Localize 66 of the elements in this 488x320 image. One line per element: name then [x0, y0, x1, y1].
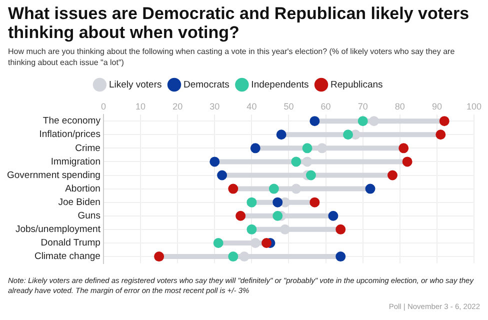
point	[306, 170, 316, 180]
point	[246, 224, 257, 234]
chart-subtitle: How much are you thinking about the following when casting a vote in this year's election? (% of likely voters who say they are thinking about each issue "a lot")	[8, 46, 456, 68]
legend-label: Democrats	[184, 79, 230, 90]
legend-label: Independents	[251, 79, 310, 90]
legend-label: Republicans	[330, 79, 384, 90]
point	[310, 116, 320, 126]
point	[250, 143, 260, 154]
point	[365, 184, 376, 194]
point	[236, 210, 246, 221]
point	[310, 197, 320, 208]
point	[262, 238, 272, 248]
point	[280, 224, 290, 234]
point	[336, 252, 346, 262]
x-tick-label: 50	[284, 101, 294, 112]
point	[210, 156, 220, 167]
point	[250, 238, 260, 248]
point	[246, 197, 257, 208]
point	[439, 116, 450, 126]
point	[387, 170, 398, 180]
point	[217, 170, 228, 180]
x-tick-label: 100	[466, 101, 482, 112]
x-tick-label: 0	[100, 101, 106, 112]
y-tick-label: Joe Biden	[58, 196, 100, 208]
x-tick-label: 90	[432, 101, 442, 112]
legend-label: Likely voters	[108, 79, 162, 90]
point	[336, 224, 346, 234]
x-tick-label: 60	[320, 101, 331, 112]
point	[317, 143, 328, 154]
point	[291, 156, 302, 167]
point	[328, 210, 338, 221]
x-tick-label: 70	[358, 101, 368, 112]
x-tick-label: 10	[136, 101, 146, 112]
chart-title: What issues are Democratic and Republican likely voters thinking about when voting?	[8, 4, 470, 42]
y-tick-label: Abortion	[65, 183, 100, 194]
point	[228, 252, 238, 262]
y-tick-label: Government spending	[6, 170, 100, 181]
point	[272, 210, 283, 221]
point	[228, 184, 238, 194]
point	[213, 238, 224, 248]
y-tick-label: Guns	[78, 210, 101, 222]
y-tick-label: The economy	[42, 116, 101, 127]
point	[268, 184, 279, 194]
point	[402, 156, 412, 167]
point	[276, 130, 286, 140]
y-tick-label: Donald Trump	[40, 238, 100, 249]
point	[302, 143, 312, 154]
x-tick-label: 30	[210, 101, 220, 112]
y-tick-label: Immigration	[50, 156, 100, 168]
y-tick-label: Inflation/prices	[39, 129, 101, 140]
point	[368, 116, 379, 126]
y-tick-label: Climate change	[34, 251, 100, 262]
y-tick-label: Jobs/unemployment	[15, 224, 101, 236]
point	[343, 130, 354, 140]
point	[436, 130, 446, 140]
point	[358, 116, 368, 126]
x-tick-label: 20	[172, 101, 183, 112]
point	[154, 252, 164, 262]
point	[272, 197, 283, 208]
y-tick-label: Crime	[75, 142, 100, 154]
point	[239, 252, 250, 262]
x-tick-label: 40	[246, 101, 257, 112]
point	[291, 184, 302, 194]
point	[302, 156, 312, 167]
x-tick-label: 80	[394, 101, 405, 112]
point	[398, 143, 409, 154]
